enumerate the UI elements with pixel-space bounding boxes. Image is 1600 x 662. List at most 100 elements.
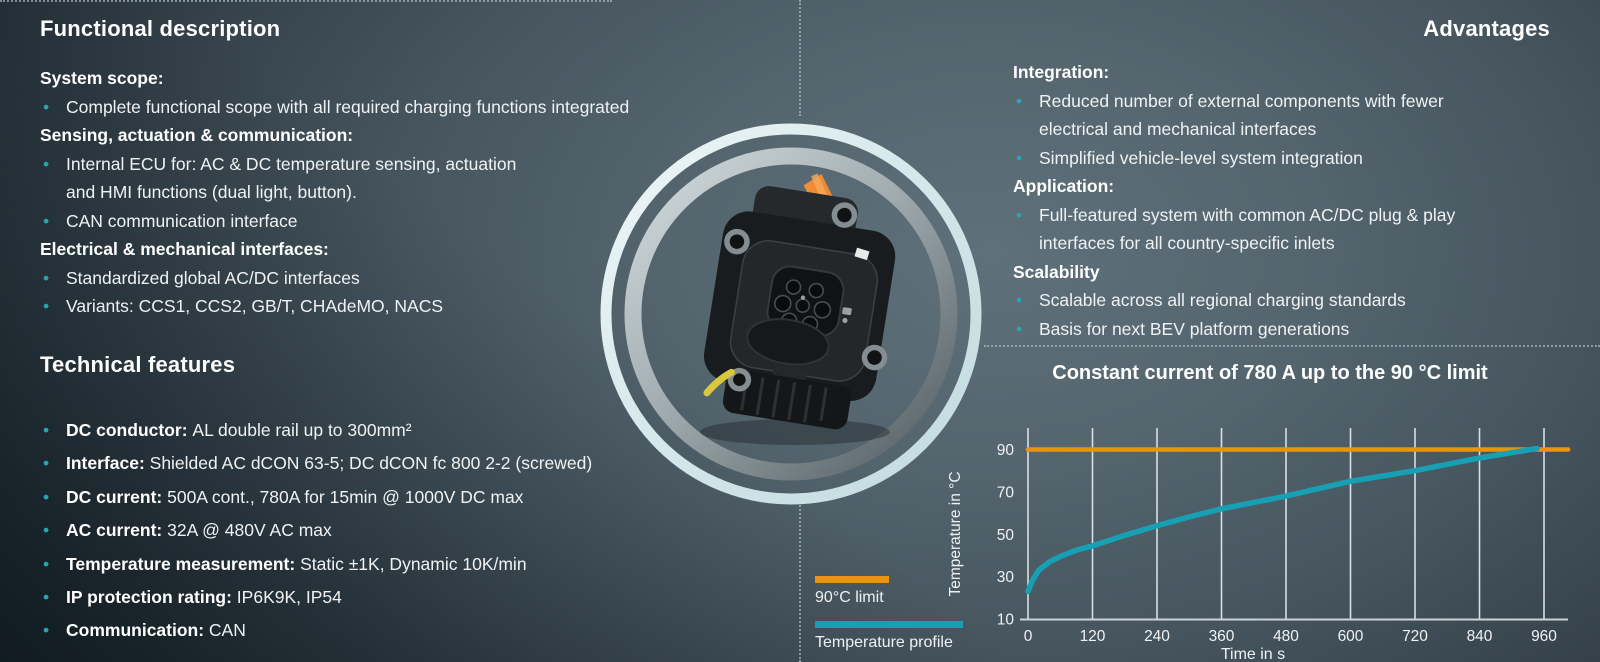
bullet-icon: •: [1016, 147, 1023, 168]
y-tick-label: 10: [997, 612, 1015, 629]
y-tick-label: 70: [997, 484, 1015, 501]
bullet-item: • IP protection rating: IP6K9K, IP54: [40, 581, 720, 614]
technical-features-list: • DC conductor: AL double rail up to 300m…: [40, 414, 720, 648]
bullet-text: Internal ECU for: AC & DC temperature se…: [66, 153, 517, 203]
bullet-item: • DC current: 500A cont., 780A for 15min …: [40, 481, 720, 514]
y-tick-label: 90: [997, 442, 1015, 459]
x-axis-label: Time in s: [1221, 646, 1285, 662]
bullet-icon: •: [43, 553, 50, 574]
bullet-item: • Basis for next BEV platform generations: [1013, 315, 1573, 344]
divider-left-horizontal: [0, 0, 612, 2]
bullet-item: • DC conductor: AL double rail up to 300m…: [40, 414, 720, 447]
bullet-icon: •: [43, 96, 50, 117]
bullet-icon: •: [43, 210, 50, 231]
section-heading: System scope:: [40, 68, 164, 88]
legend-swatch: [815, 621, 963, 628]
bullet-item: • Simplified vehicle-level system integra…: [1013, 144, 1573, 173]
divider-bottom-vertical: [799, 502, 801, 662]
section-heading: Electrical & mechanical interfaces:: [40, 239, 329, 259]
section-heading: Integration:: [1013, 62, 1110, 82]
page-title-advantages: Advantages: [1423, 16, 1550, 41]
bullet-icon: •: [43, 453, 50, 474]
bullet-icon: •: [1016, 318, 1023, 339]
section-heading: Scalability: [1013, 261, 1100, 282]
bracket-ribs: [740, 374, 828, 423]
legend-label: 90°C limit: [815, 589, 884, 606]
bullet-text: Scalable across all regional charging st…: [1039, 290, 1406, 310]
bullet-icon: •: [43, 620, 50, 641]
socket-pins: [774, 279, 832, 333]
bullet-icon: •: [1016, 290, 1023, 310]
bullet-item: • CAN communication interface: [40, 207, 700, 236]
bullet-text: Variants: CCS1, CCS2, GB/T, CHAdeMO, NAC…: [66, 296, 444, 316]
chart-title: Constant current of 780 A up to the 90 °…: [1052, 362, 1488, 384]
bullet-item: • Communication: CAN: [40, 614, 720, 647]
section-heading: Application:: [1013, 176, 1115, 196]
legend-label: Temperature profile: [815, 634, 953, 651]
x-tick-label: 240: [1144, 628, 1170, 645]
bullet-item: • Standardized global AC/DC interfaces: [40, 264, 700, 293]
socket-flap: [746, 318, 830, 366]
bullet-item: • Scalable across all regional charging s…: [1013, 286, 1573, 315]
product-image: [600, 123, 982, 505]
x-tick-label: 480: [1273, 628, 1299, 645]
bullet-text: Full-featured system with common AC/DC p…: [1039, 204, 1456, 254]
bullet-icon: •: [43, 520, 50, 541]
bullet-icon: •: [1016, 204, 1023, 225]
bullet-item: • Full-featured system with common AC/DC …: [1013, 201, 1573, 258]
x-tick-label: 0: [1024, 628, 1033, 645]
charging-inlet: [703, 173, 896, 430]
bullet-text: Basis for next BEV platform generations: [1039, 318, 1350, 339]
socket-marking-icon: [842, 307, 852, 324]
bullet-icon: •: [1016, 90, 1023, 111]
bullet-icon: •: [43, 420, 50, 440]
divider-top-vertical: [799, 0, 801, 116]
bullet-icon: •: [43, 267, 50, 288]
bullet-text: DC current: 500A cont., 780A for 15min @…: [66, 486, 524, 507]
bullet-text: AC current: 32A @ 480V AC max: [66, 520, 332, 541]
bullet-text: DC conductor: AL double rail up to 300mm…: [66, 420, 412, 440]
bullet-text: Communication: CAN: [66, 620, 246, 641]
legend-swatch: [815, 576, 889, 583]
bullet-item: • Interface: Shielded AC dCON 63-5; DC dC…: [40, 447, 720, 480]
bullet-icon: •: [43, 587, 50, 608]
temperature-curve: [1025, 445, 1540, 595]
bullet-text: Standardized global AC/DC interfaces: [66, 267, 360, 288]
temperature-chart: 10 30 50 70 90 0 120 240 360 480 600 720 840 960 Tempe…: [947, 428, 1571, 662]
chart-legend: 90°C limit Temperature profile: [815, 576, 985, 652]
bottom-bracket: [722, 369, 852, 430]
bullet-item: • AC current: 32A @ 480V AC max: [40, 514, 720, 547]
bullet-text: Reduced number of external components wi…: [1039, 90, 1444, 140]
x-tick-label: 600: [1338, 628, 1364, 645]
x-tick-label: 120: [1080, 628, 1106, 645]
bullet-text: Simplified vehicle-level system integrat…: [1039, 147, 1363, 168]
bullet-item: • Reduced number of external components w…: [1013, 87, 1573, 144]
bullet-icon: •: [43, 486, 50, 507]
bullet-text: Complete functional scope with all requi…: [66, 96, 630, 117]
page-title-technical: Technical features: [40, 352, 236, 377]
bullet-item: • Temperature measurement: Static ±1K, Dy…: [40, 548, 720, 581]
bullet-icon: •: [43, 296, 50, 316]
x-tick-label: 960: [1531, 628, 1557, 645]
pin-center-dot: [800, 295, 806, 300]
section-heading: Sensing, actuation & communication:: [40, 125, 354, 145]
label-sticker: [854, 247, 870, 261]
y-tick-label: 50: [997, 527, 1015, 544]
y-axis-label: Temperature in °C: [947, 471, 964, 596]
mounting-ears: [724, 202, 888, 392]
bullet-icon: •: [43, 153, 50, 174]
x-tick-label: 360: [1209, 628, 1235, 645]
concentric-rings: [600, 123, 982, 505]
bullet-item: • Complete functional scope with all requ…: [40, 93, 700, 122]
bullet-text: Interface: Shielded AC dCON 63-5; DC dCO…: [66, 453, 593, 474]
yellow-wire: [703, 368, 735, 397]
advantages-list: Integration: • Reduced number of external …: [1013, 58, 1573, 343]
x-tick-label: 840: [1467, 628, 1493, 645]
bullet-text: CAN communication interface: [66, 210, 298, 231]
bullet-text: IP protection rating: IP6K9K, IP54: [66, 587, 342, 608]
divider-right-horizontal: [984, 345, 1600, 347]
page-title-functional: Functional description: [40, 16, 281, 41]
bullet-item: • Variants: CCS1, CCS2, GB/T, CHAdeMO, NA…: [40, 292, 700, 321]
bullet-text: Temperature measurement: Static ±1K, Dyn…: [66, 553, 527, 574]
